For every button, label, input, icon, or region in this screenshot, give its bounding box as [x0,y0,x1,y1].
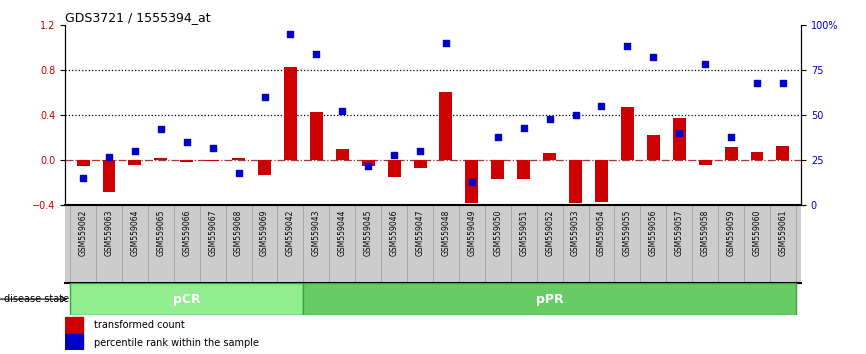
Point [569,112,583,118]
Point [335,109,349,114]
Point [465,179,479,185]
Text: pCR: pCR [173,293,201,306]
Text: GSM559057: GSM559057 [675,209,684,256]
Point [361,163,375,169]
Text: GSM559064: GSM559064 [131,209,139,256]
Text: GSM559066: GSM559066 [182,209,191,256]
Point [102,154,116,159]
Text: GSM559043: GSM559043 [312,209,321,256]
Point [517,125,531,131]
Bar [439,92,452,160]
Point [232,170,246,176]
Bar [569,160,582,203]
Point [206,145,220,150]
Text: GSM559052: GSM559052 [545,209,554,256]
Text: percentile rank within the sample: percentile rank within the sample [94,338,260,348]
Text: GSM559065: GSM559065 [157,209,165,256]
Bar [362,160,375,166]
Bar [128,160,141,165]
Text: GSM559058: GSM559058 [701,209,709,256]
Text: GSM559049: GSM559049 [468,209,476,256]
Bar [491,160,504,179]
Point [776,80,790,85]
Point [724,134,738,139]
Bar [180,160,193,162]
Bar [76,160,89,166]
Text: GSM559069: GSM559069 [260,209,269,256]
Text: GSM559068: GSM559068 [234,209,243,256]
Point [672,130,686,136]
Point [283,31,297,36]
Bar [206,160,219,161]
Bar [336,149,349,160]
Point [180,139,194,145]
Bar [647,135,660,160]
Text: GSM559046: GSM559046 [390,209,398,256]
Text: disease state: disease state [4,294,69,304]
Bar [414,160,427,168]
Point [128,148,142,154]
Point [413,148,427,154]
Point [595,103,609,109]
Text: GSM559055: GSM559055 [623,209,632,256]
Text: GSM559050: GSM559050 [494,209,502,256]
Text: GSM559067: GSM559067 [208,209,217,256]
Text: GSM559048: GSM559048 [442,209,450,256]
Text: GSM559042: GSM559042 [286,209,295,256]
Bar [154,158,167,160]
Text: GSM559045: GSM559045 [364,209,372,256]
Bar [102,160,115,192]
Text: pPR: pPR [536,293,564,306]
Point [698,62,712,67]
Bar [517,160,530,179]
Text: GDS3721 / 1555394_at: GDS3721 / 1555394_at [65,11,210,24]
Bar [310,112,323,160]
Text: GSM559051: GSM559051 [520,209,528,256]
Bar [388,160,401,177]
Point [750,80,764,85]
Point [439,40,453,46]
Bar [465,160,478,203]
Text: GSM559054: GSM559054 [597,209,606,256]
Bar [232,158,245,160]
Bar [70,283,303,315]
Point [154,127,168,132]
Point [491,134,505,139]
Bar [65,334,83,350]
Bar [777,145,790,160]
Text: GSM559059: GSM559059 [727,209,735,256]
Bar [725,147,738,160]
Bar [673,119,686,160]
Bar [65,317,83,333]
Text: GSM559056: GSM559056 [649,209,658,256]
Bar [284,67,297,160]
Bar [543,153,556,160]
Text: GSM559060: GSM559060 [753,209,761,256]
Bar [621,107,634,160]
Text: GSM559047: GSM559047 [416,209,424,256]
Bar [303,283,796,315]
Point [76,175,90,181]
Point [387,152,401,158]
Bar [699,160,712,165]
Bar [595,160,608,202]
Text: GSM559063: GSM559063 [105,209,113,256]
Point [309,51,323,57]
Bar [751,152,764,160]
Text: GSM559044: GSM559044 [338,209,346,256]
Point [620,44,634,49]
Point [646,55,660,60]
Point [257,94,271,100]
Text: GSM559053: GSM559053 [571,209,580,256]
Text: GSM559062: GSM559062 [79,209,87,256]
Bar [258,160,271,175]
Text: transformed count: transformed count [94,320,185,330]
Point [543,116,557,121]
Text: GSM559061: GSM559061 [779,209,787,256]
